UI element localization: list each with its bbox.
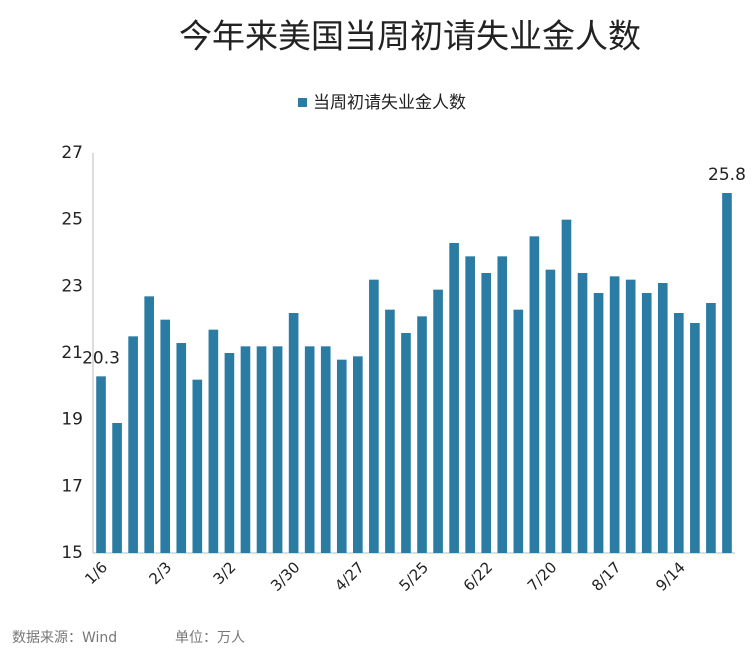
y-tick-label: 23 [61,276,83,296]
x-tick-label: 3/2 [210,558,240,588]
bar [224,353,235,553]
bar [497,256,508,553]
source-note: 数据来源：Wind [12,630,117,646]
unit-note: 单位：万人 [175,630,245,646]
bar [690,323,700,553]
bar [96,376,106,553]
y-tick-label: 25 [61,210,83,230]
x-tick-label: 9/14 [652,558,689,595]
bar [465,256,475,553]
data-label: 20.3 [82,348,120,368]
x-tick-label: 5/25 [395,558,432,595]
y-tick-label: 27 [61,143,83,163]
y-tick-label: 17 [61,476,83,496]
bar [320,346,331,553]
y-tick-label: 15 [61,543,83,563]
x-tick-label: 8/17 [588,558,625,595]
bar [593,293,604,553]
bar [304,346,315,553]
bar [256,346,267,553]
bar [240,346,251,553]
bar [722,193,732,553]
bar [288,313,299,553]
x-tick-label: 6/22 [460,558,497,595]
bar [529,236,540,554]
y-tick-label: 19 [61,410,83,430]
bar [657,283,668,553]
data-label: 25.8 [708,165,746,185]
bar [208,329,219,553]
bar [176,343,187,553]
bar [369,279,379,553]
bar [513,309,524,553]
bar [674,313,684,553]
bar [609,276,620,553]
bar [433,289,443,553]
bar [272,346,283,553]
legend-swatch [298,98,307,107]
bar [112,423,122,553]
bar [625,279,636,553]
chart-title: 今年来美国当周初请失业金人数 [179,17,641,56]
x-tick-label: 1/6 [81,558,111,588]
bar [417,316,427,553]
legend-label: 当周初请失业金人数 [313,93,466,113]
x-tick-label: 7/20 [524,558,561,595]
bar [128,336,138,553]
x-tick-label: 2/3 [145,558,175,588]
bar [192,379,203,553]
bar [577,273,588,553]
x-tick-label: 3/30 [267,558,304,595]
bar [561,219,572,553]
bar [641,293,652,553]
x-tick-label: 4/27 [331,558,368,595]
bar [144,296,154,553]
bar [706,303,716,553]
bar [401,333,411,553]
bar [353,356,363,553]
bar [336,359,347,553]
bar [545,269,556,553]
bar [160,319,171,553]
bar [385,309,395,553]
bar [481,273,492,553]
y-tick-label: 21 [61,343,83,363]
bar [449,243,459,553]
